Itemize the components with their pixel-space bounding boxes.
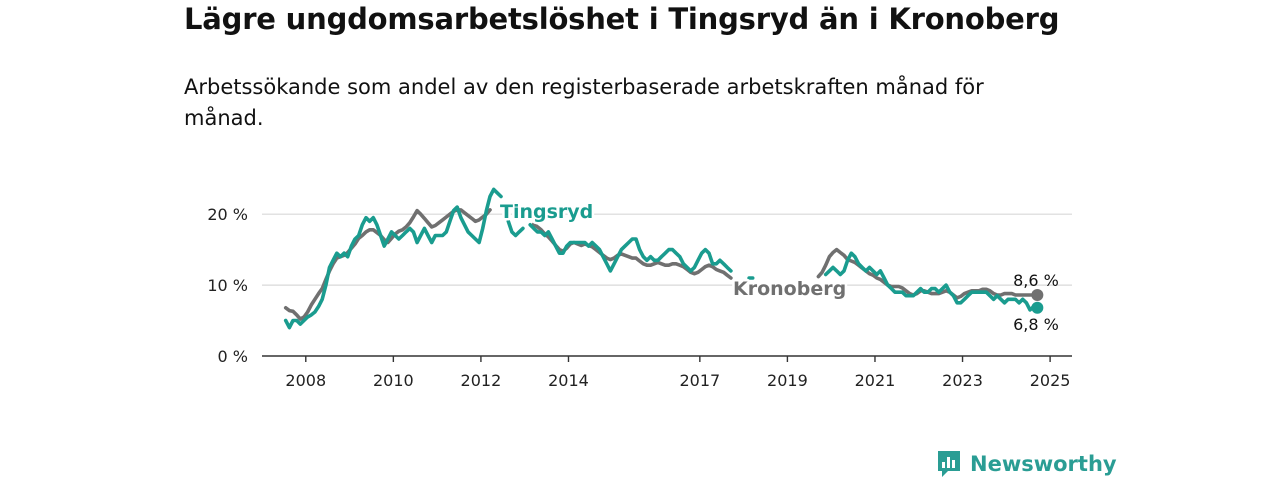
series-line-kronoberg <box>283 208 1040 321</box>
x-tick-label: 2025 <box>1030 371 1071 390</box>
y-tick-label: 0 % <box>218 347 248 366</box>
series-layer <box>283 187 1044 330</box>
chart-subtitle: Arbetssökande som andel av den registerb… <box>184 75 984 130</box>
series-line-tingsryd <box>283 187 1040 330</box>
x-tick-label: 2021 <box>855 371 896 390</box>
brand-name: Newsworthy <box>970 452 1117 476</box>
x-tick-label: 2014 <box>548 371 589 390</box>
series-label-kronoberg: Kronoberg <box>733 278 846 300</box>
newsworthy-brand[interactable]: Newsworthy <box>936 448 1117 480</box>
newsworthy-logo-icon <box>938 451 960 477</box>
series-label-tingsryd: Tingsryd <box>500 201 593 223</box>
label-layer: Tingsryd Kronoberg 8,6 % 6,8 % <box>498 199 1059 335</box>
y-tick-label: 20 % <box>207 205 248 224</box>
x-tick-label: 2010 <box>373 371 414 390</box>
end-point-tingsryd <box>1031 301 1044 314</box>
end-point-kronoberg <box>1031 289 1044 302</box>
x-tick-label: 2012 <box>461 371 502 390</box>
chart-title: Lägre ungdomsarbetslöshet i Tingsryd än … <box>184 2 1060 36</box>
grid-layer: 0 % 10 % 20 % 2008 2010 2012 2014 2017 2019 2021 2… <box>207 205 1072 390</box>
x-tick-label: 2019 <box>767 371 808 390</box>
y-tick-label: 10 % <box>207 276 248 295</box>
end-value-label-kronoberg: 8,6 % <box>1013 271 1059 290</box>
line-chart: 0 % 10 % 20 % 2008 2010 2012 2014 2017 2019 2021 2… <box>207 187 1072 390</box>
x-tick-label: 2023 <box>942 371 983 390</box>
x-tick-label: 2008 <box>285 371 326 390</box>
end-value-label-tingsryd: 6,8 % <box>1013 315 1059 334</box>
x-tick-label: 2017 <box>679 371 720 390</box>
